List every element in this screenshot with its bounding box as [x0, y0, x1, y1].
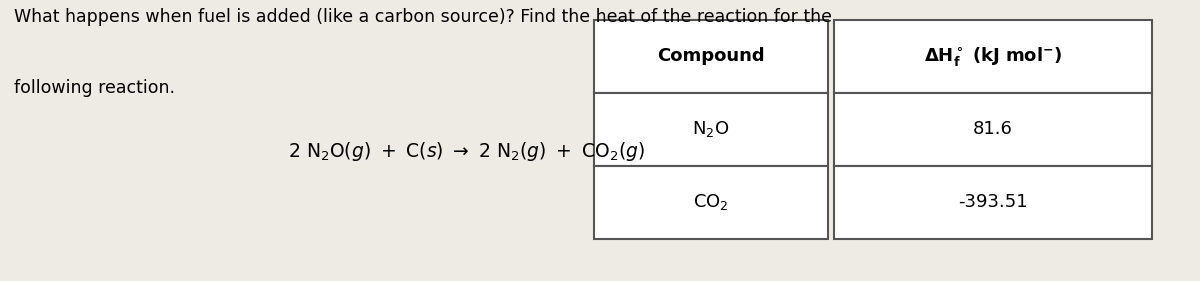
FancyBboxPatch shape — [594, 20, 828, 93]
Text: Compound: Compound — [658, 47, 764, 65]
FancyBboxPatch shape — [834, 20, 1152, 93]
Text: What happens when fuel is added (like a carbon source)? Find the heat of the rea: What happens when fuel is added (like a … — [14, 8, 833, 26]
Text: following reaction.: following reaction. — [14, 79, 175, 97]
Text: $2\ \mathrm{N_2O}(g)\ +\ \mathrm{C}(s)\ \rightarrow\ 2\ \mathrm{N_2}(g)\ +\ \mat: $2\ \mathrm{N_2O}(g)\ +\ \mathrm{C}(s)\ … — [288, 140, 644, 163]
Text: $\mathrm{CO_2}$: $\mathrm{CO_2}$ — [694, 192, 728, 212]
FancyBboxPatch shape — [834, 166, 1152, 239]
FancyBboxPatch shape — [594, 166, 828, 239]
FancyBboxPatch shape — [834, 93, 1152, 166]
Text: -393.51: -393.51 — [958, 193, 1028, 211]
Text: $\mathbf{\Delta H^\circ_f}$$\mathbf{\ (kJ\ mol^{-})}$: $\mathbf{\Delta H^\circ_f}$$\mathbf{\ (k… — [924, 45, 1062, 68]
FancyBboxPatch shape — [594, 93, 828, 166]
Text: 81.6: 81.6 — [973, 120, 1013, 138]
Text: $\mathrm{N_2O}$: $\mathrm{N_2O}$ — [692, 119, 730, 139]
